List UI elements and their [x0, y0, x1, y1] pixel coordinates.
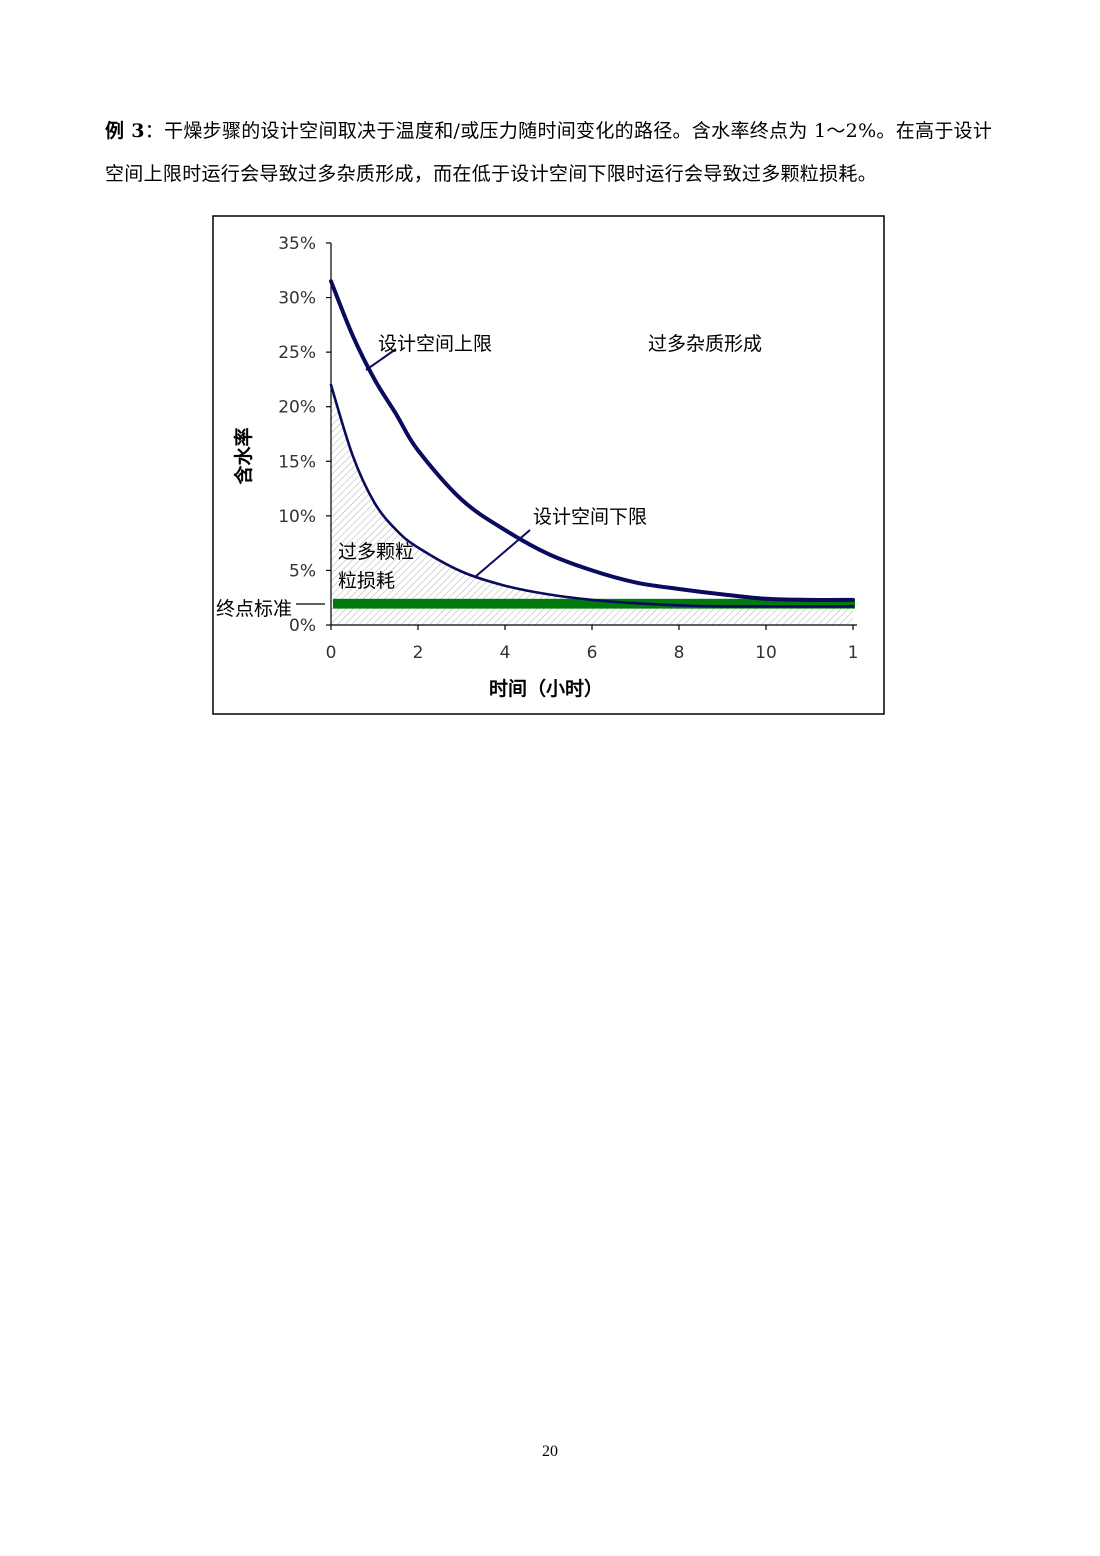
- x-tick-label: 1: [848, 643, 859, 663]
- example-text: ：干燥步骤的设计空间取决于温度和/或压力随时间变化的路径。含水率终点为 1～2%…: [105, 120, 993, 185]
- y-tick-label: 20%: [278, 398, 316, 418]
- example-label: 例 3: [105, 120, 145, 142]
- x-tick-label: 6: [587, 643, 598, 663]
- x-tick-label: 0: [326, 643, 337, 663]
- x-tick-label: 8: [674, 643, 685, 663]
- y-tick-label: 10%: [278, 507, 316, 527]
- chart-frame: [212, 215, 885, 715]
- impurity-region-label: 过多杂质形成: [648, 333, 762, 355]
- y-axis-title: 含水率: [232, 427, 255, 484]
- y-tick-label: 15%: [278, 452, 316, 472]
- x-tick-label: 4: [500, 643, 511, 663]
- loss-region-label-2: 粒损耗: [338, 570, 395, 592]
- lower-limit-leader: [474, 529, 531, 578]
- x-tick-label: 10: [755, 643, 777, 663]
- x-axis-title: 时间（小时）: [489, 677, 603, 700]
- page-number: 20: [542, 1443, 558, 1460]
- y-tick-label: 30%: [278, 289, 316, 309]
- upper-limit-leader: [365, 348, 397, 371]
- lower-limit-label: 设计空间下限: [533, 506, 647, 528]
- endpoint-label: 终点标准: [216, 598, 292, 620]
- lower-limit-line: [329, 383, 855, 608]
- particle-loss-area: [331, 384, 853, 625]
- y-tick-label: 35%: [278, 234, 316, 254]
- y-tick-label: 25%: [278, 343, 316, 363]
- example-paragraph: 例 3：干燥步骤的设计空间取决于温度和/或压力随时间变化的路径。含水率终点为 1…: [105, 110, 1005, 196]
- y-tick-label: 5%: [289, 561, 316, 581]
- loss-region-label-1: 过多颗粒: [338, 541, 414, 563]
- upper-limit-label: 设计空间上限: [378, 333, 492, 355]
- endpoint-band: [333, 598, 855, 609]
- y-tick-label: 0%: [289, 616, 316, 636]
- x-tick-label: 2: [413, 643, 424, 663]
- upper-limit-line: [329, 279, 855, 602]
